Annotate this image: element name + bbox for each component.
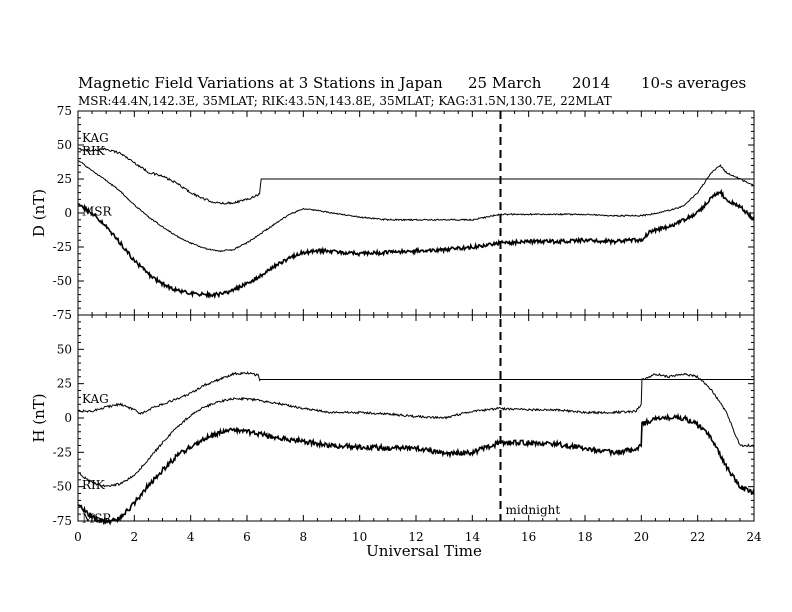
x-tick-label: 20	[634, 530, 649, 544]
chart-title-main: Magnetic Field Variations at 3 Stations …	[78, 74, 443, 92]
y-axis-title: D (nT)	[30, 189, 48, 237]
y-tick-label: 0	[64, 411, 72, 425]
panel-frame	[77, 110, 755, 316]
chart-subtitle: MSR:44.4N,142.3E, 35MLAT; RIK:43.5N,143.…	[78, 94, 612, 108]
chart-title-averages: 10-s averages	[641, 74, 746, 92]
chart-title-year: 2014	[572, 74, 610, 92]
series-label-rik: RIK	[82, 478, 106, 492]
series-kag-line	[77, 371, 754, 415]
series-label-kag: KAG	[82, 131, 109, 145]
x-tick-label: 2	[131, 530, 139, 544]
x-axis-title: Universal Time	[366, 542, 482, 560]
y-tick-label: -25	[53, 240, 72, 254]
x-tick-label: 14	[465, 530, 481, 544]
x-tick-label: 4	[187, 530, 195, 544]
series-rik-line	[77, 159, 754, 253]
y-tick-label: 50	[57, 138, 72, 152]
y-tick-label: -50	[53, 274, 72, 288]
series-rik-line	[77, 372, 755, 488]
y-tick-label: -75	[53, 514, 72, 528]
x-tick-label: 8	[300, 530, 308, 544]
x-tick-label: 6	[243, 530, 251, 544]
midnight-label: midnight	[506, 503, 561, 517]
y-axis-title: H (nT)	[30, 393, 48, 442]
series-msr-line	[77, 188, 755, 300]
series-label-rik: RIK	[82, 144, 106, 158]
y-tick-label: -50	[53, 480, 72, 494]
series-label-kag: KAG	[82, 392, 109, 406]
y-tick-label: 0	[64, 206, 72, 220]
y-tick-label: -75	[53, 308, 72, 322]
x-tick-label: 24	[746, 530, 762, 544]
x-tick-label: 18	[577, 530, 592, 544]
series-kag-line	[78, 147, 754, 205]
chart-title-date: 25 March	[468, 74, 542, 92]
series-label-msr: MSR	[82, 512, 113, 526]
y-tick-label: 50	[57, 342, 72, 356]
y-tick-label: 25	[57, 377, 72, 391]
x-tick-label: 10	[352, 530, 367, 544]
series-msr-line	[77, 412, 755, 526]
x-tick-label: 16	[521, 530, 536, 544]
x-tick-label: 0	[74, 530, 82, 544]
x-tick-label: 22	[690, 530, 705, 544]
y-tick-label: -25	[53, 445, 72, 459]
x-tick-label: 12	[408, 530, 423, 544]
y-tick-label: 25	[57, 172, 72, 186]
y-tick-label: 75	[57, 104, 72, 118]
series-label-msr: MSR	[82, 204, 113, 218]
